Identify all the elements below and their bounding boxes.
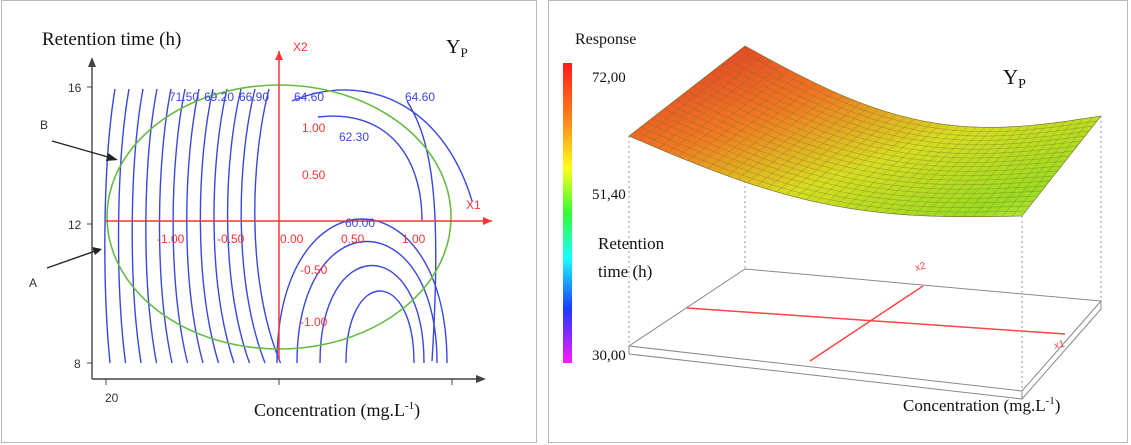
contour-line xyxy=(276,218,448,364)
surface-grid-line xyxy=(733,54,1094,137)
contour-plot-panel: 16 12 8 20 -1.00 -0.50 0.00 0.50 1.00 1.… xyxy=(1,0,537,443)
contour-line xyxy=(317,115,423,222)
contour-label: 64.60 xyxy=(294,90,324,104)
x-tick-label: 20 xyxy=(105,391,119,405)
y-tick-label: 16 xyxy=(68,81,82,95)
surface-plot-panel: Response 72,00 51,40 30,00 Retention tim… xyxy=(548,0,1128,443)
surface-grid-line xyxy=(698,81,1070,163)
contour-line xyxy=(145,88,158,364)
contour-line xyxy=(104,88,116,364)
surface-grid-line xyxy=(640,126,1030,208)
y-axis-title-line1: Retention xyxy=(598,234,665,253)
contour-plot: 16 12 8 20 -1.00 -0.50 0.00 0.50 1.00 1.… xyxy=(29,29,492,421)
x1-label: X1 xyxy=(466,198,481,212)
coded-x-tick: 0.50 xyxy=(341,232,365,246)
y-axis-title: Retention time (h) xyxy=(42,29,181,50)
surface-grid-line xyxy=(634,131,1026,213)
colorbar-tick: 30,00 xyxy=(592,348,626,364)
contour-line xyxy=(345,290,415,364)
coded-x-tick: 1.00 xyxy=(402,232,426,246)
contour-label: 64.60 xyxy=(405,90,435,104)
contour-label: 60.00 xyxy=(345,216,375,230)
surface-grid-line xyxy=(681,95,1058,176)
contour-line xyxy=(117,88,130,364)
y-axis-title-line2: time (h) xyxy=(598,262,652,281)
surface-floor: x2 x1 xyxy=(627,260,1103,400)
surface-grid-line xyxy=(652,117,1038,199)
coded-y-tick: -1.00 xyxy=(300,315,328,329)
annotation-b-label: B xyxy=(40,118,48,132)
y-tick-label: 8 xyxy=(74,357,81,371)
floor-x2-axis xyxy=(809,285,924,362)
response-label: Response xyxy=(575,31,636,48)
contour-line xyxy=(186,88,204,364)
surface-grid-line xyxy=(692,86,1066,168)
floor-x2-label: x2 xyxy=(914,260,927,273)
coded-y-tick: 1.00 xyxy=(302,121,326,135)
colorbar-tick: 72,00 xyxy=(592,70,626,86)
x1-axis-arrow xyxy=(483,217,492,225)
x-axis-title: Concentration (mg.L-1) xyxy=(903,395,1060,415)
contour-line xyxy=(296,240,438,364)
contour-label: 71.50 xyxy=(169,90,199,104)
contour-line xyxy=(131,88,144,364)
colorbar-tick: 51,40 xyxy=(592,187,626,203)
coded-y-tick: 0.50 xyxy=(302,168,326,182)
coded-y-tick: -0.50 xyxy=(300,263,328,277)
y-axis-arrow xyxy=(88,57,96,67)
surface-grid-line xyxy=(675,99,1054,181)
contour-line xyxy=(319,264,425,364)
surface-grid-line xyxy=(663,108,1046,190)
surface-grid-line xyxy=(739,50,1098,132)
chart-title: YP xyxy=(1003,65,1026,92)
surface-grid-line xyxy=(721,63,1086,146)
contour-line xyxy=(226,88,251,364)
contour-line xyxy=(240,88,266,364)
coded-x-tick: -1.00 xyxy=(157,232,185,246)
surface-grid-line xyxy=(628,135,1023,217)
contour-line xyxy=(199,88,220,364)
contour-line xyxy=(254,88,282,364)
surface-grid-line xyxy=(744,45,1102,128)
floor-x1-label: x1 xyxy=(1053,338,1066,351)
surface-grid-lines xyxy=(628,45,1102,217)
contour-label: 69.20 xyxy=(204,90,234,104)
contour-line xyxy=(158,88,173,364)
surface-grid-line xyxy=(669,104,1050,185)
contour-line xyxy=(172,88,189,364)
contour-lines xyxy=(104,88,473,364)
surface-grid-line xyxy=(646,122,1034,204)
contour-line xyxy=(213,88,235,364)
contour-line xyxy=(291,89,473,202)
annotation-b-arrowhead xyxy=(106,153,118,161)
x2-axis-arrow xyxy=(275,51,283,60)
chart-title: YP xyxy=(446,36,468,60)
contour-label: 66.90 xyxy=(239,90,269,104)
x-axis-title: Concentration (mg.L-1) xyxy=(254,400,420,421)
surface-grid-line xyxy=(715,68,1082,150)
surface-grid-line xyxy=(686,90,1062,172)
surface-plot: Response 72,00 51,40 30,00 Retention tim… xyxy=(563,31,1103,415)
annotation-a-arrow xyxy=(46,249,99,269)
contour-label: 62.30 xyxy=(339,130,369,144)
x-axis-arrow xyxy=(476,375,486,383)
annotation-a-label: A xyxy=(29,276,37,290)
surface-grid-line xyxy=(710,72,1078,154)
colorbar xyxy=(563,63,572,363)
floor-x1-axis xyxy=(686,307,1066,335)
x2-label: X2 xyxy=(293,40,308,54)
contour-line xyxy=(406,100,437,362)
annotation-b-arrow xyxy=(51,140,116,160)
coded-x-tick: 0.00 xyxy=(280,232,304,246)
y-tick-label: 12 xyxy=(68,218,82,232)
surface-grid-line xyxy=(657,113,1042,194)
surface-grid-line xyxy=(704,77,1074,159)
coded-x-tick: -0.50 xyxy=(217,232,245,246)
surface-grid-line xyxy=(727,59,1090,141)
annotation-a-arrowhead xyxy=(92,247,102,255)
